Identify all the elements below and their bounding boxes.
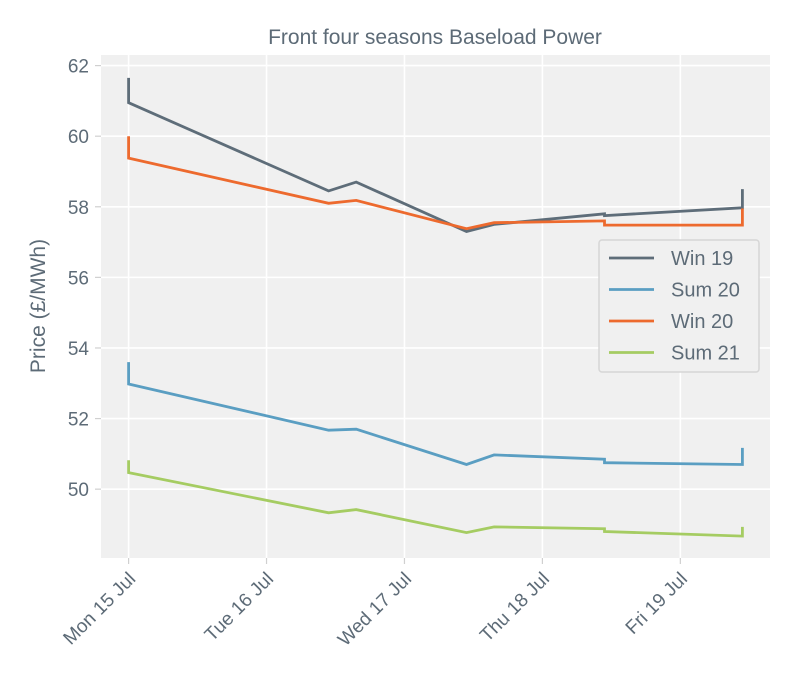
x-tick-label: Thu 18 Jul — [476, 569, 554, 647]
x-axis: Mon 15 Jul Tue 16 Jul Wed 17 Jul Thu 18 Jul… — [60, 558, 692, 651]
x-tick-label: Wed 17 Jul — [334, 569, 416, 651]
y-axis: 50 52 54 56 58 60 62 — [68, 57, 101, 501]
legend-box — [598, 239, 760, 373]
y-axis-title: Price (£/MWh) — [27, 239, 50, 373]
y-tick-label: 60 — [68, 127, 89, 148]
y-tick-label: 52 — [68, 410, 89, 431]
series-line-win-20 — [127, 136, 744, 231]
chart-title: Front four seasons Baseload Power — [268, 26, 602, 49]
x-tick-label: Mon 15 Jul — [60, 569, 141, 650]
y-tick-label: 62 — [68, 57, 89, 78]
series-line-sum-21 — [127, 460, 744, 538]
legend-label: Sum 20 — [671, 280, 740, 302]
legend-label: Win 19 — [671, 248, 733, 270]
x-tick-label: Fri 19 Jul — [622, 569, 692, 639]
series-line-sum-20 — [127, 362, 744, 466]
y-tick-label: 54 — [68, 339, 90, 360]
series-lines — [127, 77, 744, 538]
y-tick-label: 56 — [68, 268, 89, 289]
legend: Win 19 Sum 20 Win 20 Sum 21 — [598, 239, 760, 373]
series-line-win-19 — [127, 77, 744, 233]
x-tick-label: Tue 16 Jul — [201, 569, 278, 646]
legend-label: Win 20 — [671, 311, 733, 333]
y-tick-label: 50 — [68, 480, 89, 501]
legend-label: Sum 21 — [671, 343, 740, 365]
y-tick-label: 58 — [68, 198, 89, 219]
